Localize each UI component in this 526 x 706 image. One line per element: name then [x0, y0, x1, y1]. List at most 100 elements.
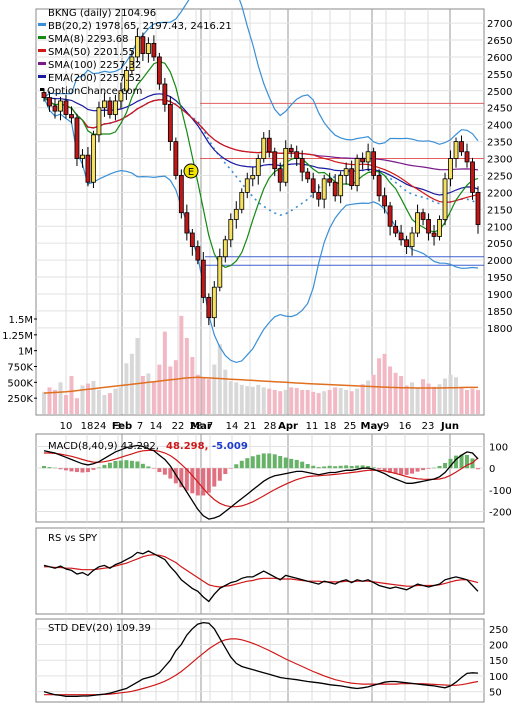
- x-tick-label: 7: [137, 421, 143, 432]
- stddev-legend-name: STD DEV(20) 109.39: [48, 623, 151, 634]
- volume-bar: [459, 387, 464, 414]
- candle-body: [371, 151, 377, 176]
- macd-histogram-bar: [344, 465, 349, 469]
- macd-histogram-bar: [223, 468, 228, 475]
- volume-bar: [91, 381, 96, 414]
- volume-bar: [80, 385, 85, 414]
- macd-histogram-bar: [349, 466, 354, 469]
- macd-histogram-bar: [234, 464, 239, 469]
- macd-histogram-bar: [371, 467, 376, 469]
- volume-tick-label: 750K: [7, 363, 33, 374]
- candle-body: [233, 208, 239, 220]
- volume-y-ticks: 1.5M 1.25M 1M 750K 500K 250K: [2, 315, 37, 405]
- earnings-marker: E: [183, 163, 199, 179]
- volume-bar: [179, 315, 184, 414]
- macd-histogram-bar: [437, 466, 442, 469]
- price-tick-label: 2400: [487, 121, 512, 132]
- macd-histogram-bar: [179, 468, 184, 488]
- candle-body: [145, 42, 151, 54]
- candle-body: [107, 100, 113, 115]
- x-tick-label: 14: [226, 421, 239, 432]
- volume-bar: [283, 389, 288, 414]
- x-tick-label: May: [361, 421, 384, 432]
- volume-bar: [382, 353, 387, 414]
- price-tick-label: 1850: [487, 307, 512, 318]
- macd-histogram-bar: [338, 465, 343, 469]
- volume-bar: [151, 382, 156, 414]
- candle-body: [58, 100, 63, 112]
- macd-histogram-bar: [102, 464, 107, 469]
- macd-histogram-bar: [377, 468, 382, 470]
- candle-body: [74, 117, 80, 159]
- x-tick-label: 7: [207, 421, 213, 432]
- volume-tick-label: 1.5M: [8, 315, 33, 326]
- price-tick-label: 2600: [487, 53, 512, 64]
- macd-histogram-bar: [184, 468, 189, 491]
- x-tick-label: 25: [344, 421, 357, 432]
- candle-body: [228, 219, 234, 241]
- rs-line: [43, 550, 479, 603]
- x-tick-label: 14: [150, 421, 163, 432]
- volume-bar: [432, 386, 437, 414]
- volume-bar: [102, 395, 107, 414]
- volume-tick-label: 500K: [7, 378, 33, 389]
- volume-bar: [63, 395, 68, 414]
- candle-body: [431, 232, 437, 237]
- earnings-marker-label: E: [188, 167, 194, 178]
- price-tick-label: 2650: [487, 36, 512, 47]
- candle-body: [442, 178, 448, 220]
- volume-bar: [404, 385, 409, 414]
- macd-signal-line: [44, 449, 479, 508]
- candle-body: [52, 105, 58, 112]
- candle-body: [41, 92, 47, 98]
- legend-site-text: OptionChance.com: [47, 86, 142, 97]
- macd-histogram-bar: [454, 455, 459, 469]
- candle-body: [156, 56, 162, 85]
- price-tick-label: 2100: [487, 222, 512, 233]
- candle-body: [310, 178, 316, 193]
- price-tick-label: 2050: [487, 239, 512, 250]
- candle-body: [393, 225, 398, 234]
- candle-body: [294, 151, 300, 159]
- macd-histogram-bar: [250, 456, 255, 469]
- candle-body: [420, 212, 426, 220]
- candle-body: [283, 147, 289, 183]
- volume-bar: [42, 391, 46, 414]
- candle-body: [360, 158, 366, 163]
- price-tick-label: 2250: [487, 171, 512, 182]
- price-panel-frame: [35, 8, 485, 416]
- candle-body: [69, 114, 74, 119]
- volume-bar: [437, 384, 442, 414]
- candle-body: [129, 56, 135, 71]
- volume-bar: [52, 389, 57, 414]
- volume-bar: [448, 374, 453, 414]
- candle-body: [85, 154, 91, 183]
- volume-bar: [168, 366, 173, 414]
- macd-legend-signal: 48.298,: [166, 441, 208, 452]
- price-tick-label: 2550: [487, 70, 512, 81]
- rs-series: [43, 550, 479, 603]
- candle-body: [140, 36, 146, 54]
- candle-body: [211, 286, 217, 319]
- x-tick-label: 23: [422, 421, 435, 432]
- rs-grid: [65, 528, 451, 614]
- volume-bar: [300, 389, 305, 414]
- macd-tick-label: -100: [489, 486, 512, 497]
- volume-bar: [333, 387, 338, 414]
- candle-body: [398, 232, 404, 241]
- macd-histogram-bar: [333, 466, 338, 469]
- macd-panel: 100 0 -100 -200 MACD(8,40,9) 43.292, 48.298…: [35, 433, 512, 523]
- volume-bar: [289, 387, 294, 414]
- candle-body: [316, 191, 322, 200]
- candle-body: [272, 151, 278, 170]
- volume-bar: [476, 389, 480, 414]
- macd-histogram-bar: [157, 468, 162, 473]
- macd-histogram-bar: [366, 466, 371, 469]
- volume-tick-label: 250K: [7, 394, 33, 405]
- macd-histogram-bar: [239, 460, 244, 469]
- volume-bar: [256, 384, 261, 414]
- macd-histogram-bar: [421, 468, 426, 471]
- macd-histogram-bar: [228, 468, 233, 469]
- bollinger-upper-line: [43, 0, 479, 145]
